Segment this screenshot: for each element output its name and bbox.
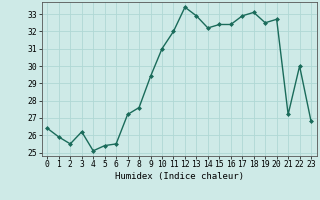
- X-axis label: Humidex (Indice chaleur): Humidex (Indice chaleur): [115, 172, 244, 181]
